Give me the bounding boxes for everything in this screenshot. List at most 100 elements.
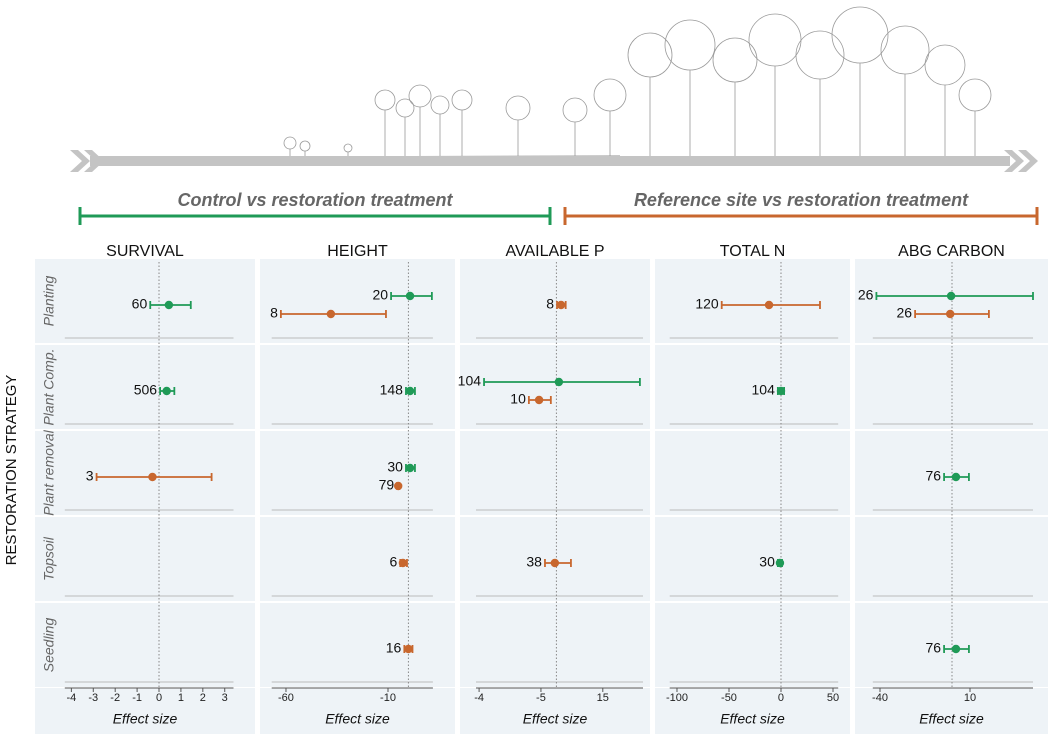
x-tick-label: 0 [778,692,784,704]
estimate-point [405,386,415,396]
row-background [260,431,455,515]
estimate-point [164,300,174,310]
x-tick-label: 0 [156,692,162,704]
x-tick-label: -40 [872,692,888,704]
sample-size-label: 30 [759,554,775,570]
category-label: Planting [41,275,57,326]
row-background [35,603,255,687]
sample-size-label: 10 [510,391,526,407]
row-background [855,517,1048,601]
sample-size-label: 6 [389,554,397,570]
estimate-point [556,300,566,310]
sample-size-label: 8 [270,305,278,321]
sample-size-label: 79 [379,477,395,493]
sample-size-label: 104 [458,373,482,389]
x-axis-label: Effect size [720,711,785,727]
sample-size-label: 20 [372,287,388,303]
group-label: Control vs restoration treatment [177,190,453,210]
axis-background [35,688,255,734]
row-background [35,345,255,429]
category-label: Plant Comp. [41,348,57,425]
y-axis-label: RESTORATION STRATEGY [3,375,20,566]
row-background [260,259,455,343]
estimate-point [554,377,564,387]
estimate-point [405,291,415,301]
category-label: Plant removal [41,429,57,515]
panel-title: ABG CARBON [898,243,1005,260]
x-tick-label: 1 [178,692,184,704]
estimate-point [398,558,408,568]
sample-size-label: 8 [546,296,554,312]
x-tick-label: 10 [964,692,976,704]
panel-title: SURVIVAL [106,243,184,260]
estimate-point [764,300,774,310]
estimate-point [534,395,544,405]
x-axis-label: Effect size [523,711,588,727]
sample-size-label: 16 [386,640,402,656]
row-background [460,603,650,687]
x-tick-label: -60 [278,692,294,704]
sample-size-label: 26 [897,305,913,321]
sample-size-label: 76 [926,640,942,656]
landscape-illustration [70,6,1038,172]
estimate-point [776,386,786,396]
x-tick-label: -3 [88,692,98,704]
estimate-point [946,309,955,319]
row-background [460,431,650,515]
sample-size-label: 60 [132,296,148,312]
x-axis-label: Effect size [919,711,984,727]
sample-size-label: 120 [695,296,719,312]
row-background [35,517,255,601]
x-tick-label: -10 [380,692,396,704]
x-axis-label: Effect size [325,711,390,727]
row-background [35,259,255,343]
row-background [260,517,455,601]
axis-background [260,688,455,734]
estimate-point [775,558,785,568]
axis-background [855,688,1048,734]
estimate-point [394,481,403,491]
sample-size-label: 3 [86,468,94,484]
panel-title: TOTAL N [720,243,786,260]
sample-size-label: 506 [134,382,158,398]
sample-size-label: 104 [752,382,776,398]
row-background [855,345,1048,429]
x-tick-label: -100 [666,692,688,704]
row-background [260,345,455,429]
row-background [35,431,255,515]
x-tick-label: -4 [66,692,76,704]
axis-background [655,688,850,734]
estimate-point [404,644,413,654]
sample-size-label: 26 [858,287,874,303]
x-tick-label: -1 [132,692,142,704]
sample-size-label: 38 [526,554,542,570]
row-background [260,603,455,687]
row-background [655,603,850,687]
x-tick-label: 2 [200,692,206,704]
category-label: Seedling [41,618,57,673]
x-axis-label: Effect size [113,711,178,727]
sample-size-label: 76 [926,468,942,484]
x-tick-label: -50 [721,692,737,704]
row-background [655,431,850,515]
sample-size-label: 148 [380,382,404,398]
axis-background [460,688,650,734]
category-label: Topsoil [41,536,57,581]
row-background [655,259,850,343]
x-tick-label: -5 [536,692,546,704]
estimate-point [148,472,157,482]
estimate-point [951,644,961,654]
estimate-point [326,309,336,319]
estimate-point [550,558,560,568]
x-tick-label: 3 [222,692,228,704]
estimate-point [162,386,171,396]
estimate-point [946,291,956,301]
group-label: Reference site vs restoration treatment [634,190,969,210]
row-background [460,345,650,429]
x-tick-label: 15 [597,692,609,704]
x-tick-label: -4 [474,692,484,704]
row-background [655,345,850,429]
sample-size-label: 30 [387,459,403,475]
x-tick-label: 50 [827,692,839,704]
